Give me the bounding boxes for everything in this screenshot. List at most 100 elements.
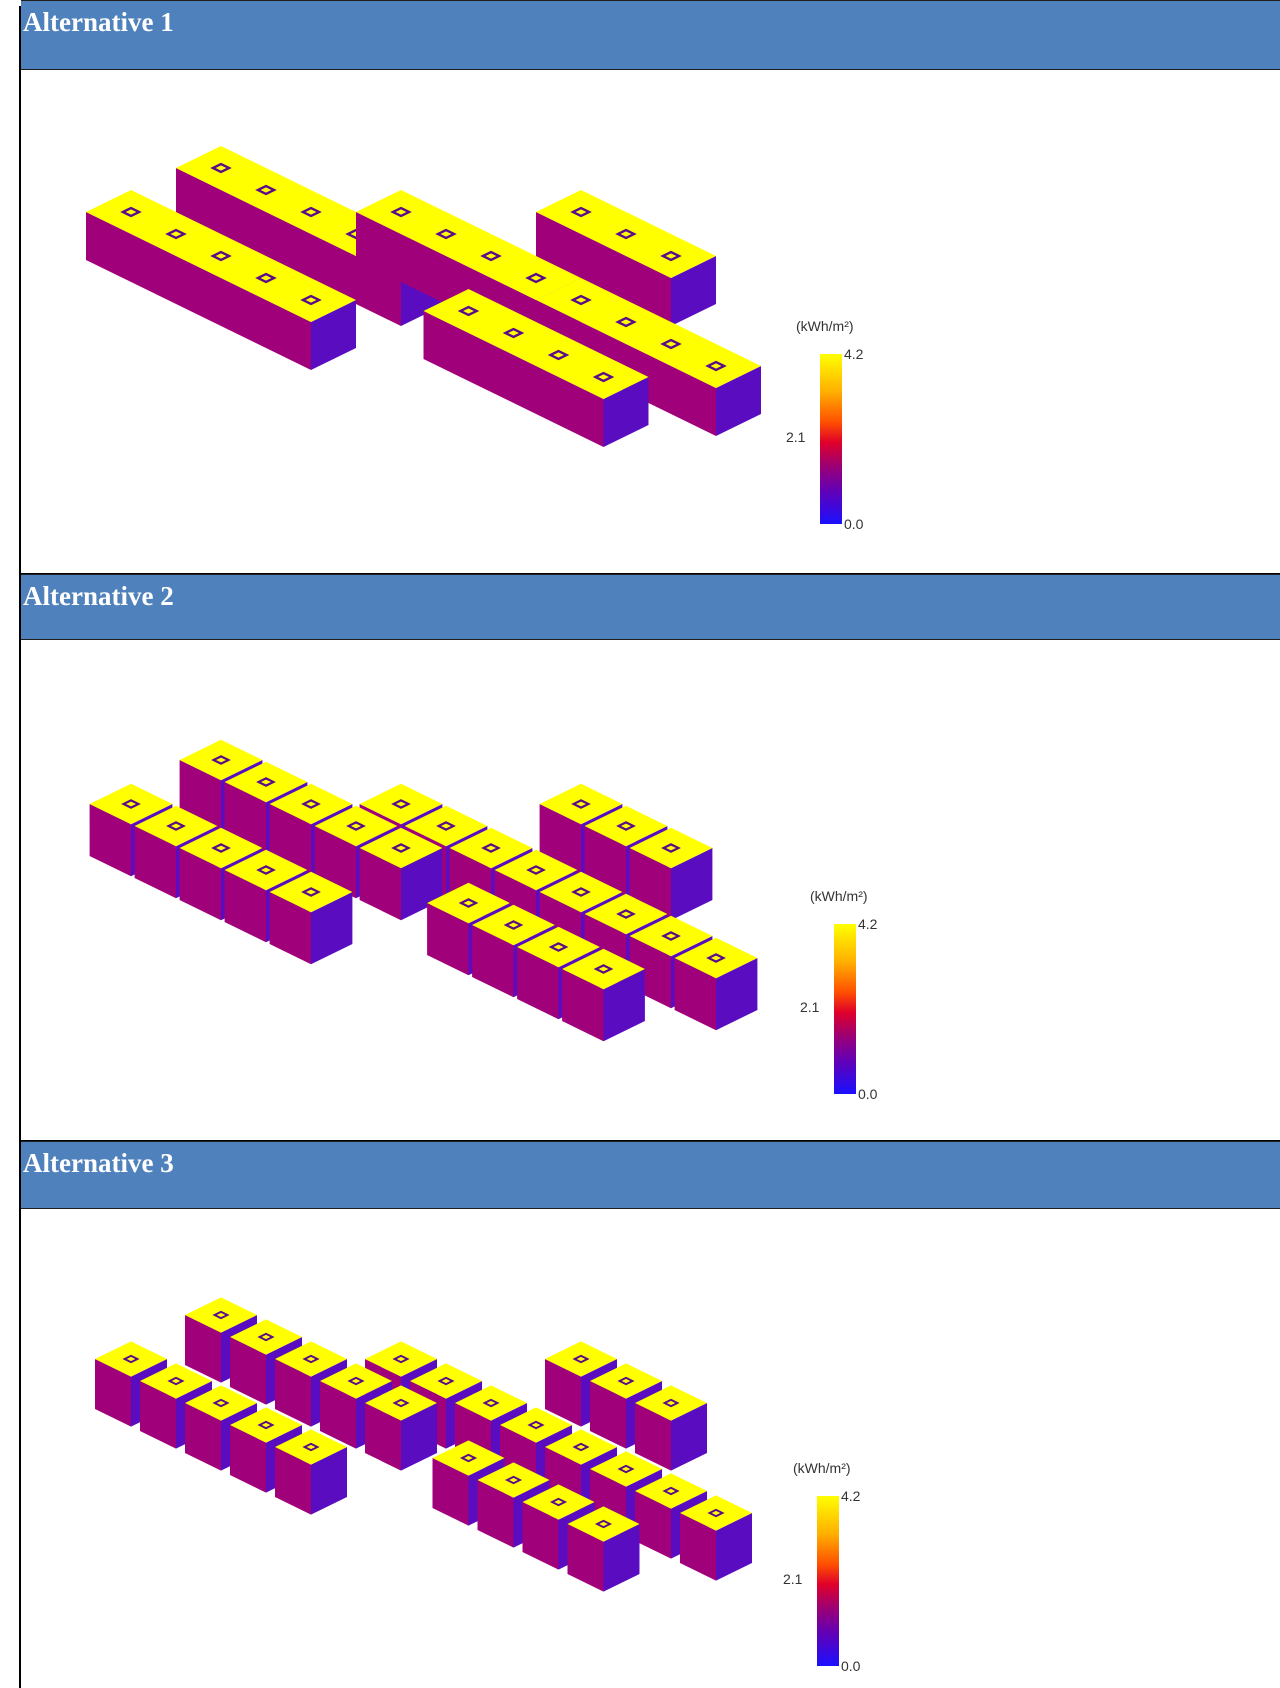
building-wall-right: [716, 366, 761, 436]
building-wall-right: [603, 377, 649, 447]
building-block: [567, 1506, 640, 1592]
courtyard-inner-roof: [621, 911, 631, 917]
building-wall-left: [432, 1458, 469, 1526]
building-wall-left: [590, 1381, 626, 1449]
courtyard-inner-roof: [553, 352, 564, 358]
courtyard-inner-roof: [575, 209, 587, 215]
color-legend-alternative-2: (kWh/m²) 4.2 2.1 0.0: [792, 888, 932, 1102]
building-wall-right: [311, 1447, 347, 1515]
table-frame: [19, 6, 1280, 1688]
courtyard-inner-roof: [126, 801, 136, 807]
courtyard-inner-roof: [576, 889, 586, 895]
courtyard-inner-roof: [666, 933, 676, 939]
courtyard-inner-roof: [710, 363, 722, 369]
building-block: [86, 190, 356, 370]
building-wall-left: [224, 870, 266, 943]
building-block: [275, 1429, 347, 1515]
courtyard-inner-roof: [621, 823, 631, 829]
courtyard-inner-roof: [125, 209, 137, 215]
courtyard-inner-roof: [463, 900, 474, 906]
courtyard-inner-roof: [598, 374, 609, 380]
building-block: [423, 289, 649, 447]
building-wall-right: [311, 300, 356, 370]
courtyard-inner-roof: [486, 845, 496, 851]
building-wall-left: [536, 212, 671, 326]
courtyard-inner-roof: [575, 297, 587, 303]
building-radiation-render-alternative-3: [95, 1297, 752, 1592]
building-radiation-render-alternative-1: [86, 146, 761, 447]
building-block: [562, 948, 645, 1042]
legend-unit: (kWh/m²): [810, 888, 868, 904]
building-wall-left: [275, 1359, 311, 1427]
building-block: [680, 1495, 752, 1581]
building-block: [674, 937, 758, 1031]
courtyard-inner-roof: [508, 330, 519, 336]
courtyard-inner-roof: [396, 801, 406, 807]
courtyard-inner-roof: [530, 275, 542, 281]
courtyard-inner-roof: [463, 308, 474, 314]
courtyard-inner-roof: [216, 845, 226, 851]
building-wall-right: [671, 848, 713, 921]
legend-mid-value: 2.1: [800, 999, 820, 1015]
building-wall-left: [517, 947, 559, 1020]
building-roof: [536, 278, 761, 388]
courtyard-inner-roof: [598, 966, 609, 972]
section-title: Alternative 2: [23, 581, 174, 611]
building-wall-left: [545, 1359, 581, 1427]
courtyard-inner-roof: [711, 955, 721, 961]
courtyard-inner-roof: [171, 823, 181, 829]
legend-unit: (kWh/m²): [796, 318, 854, 334]
courtyard-inner-roof: [305, 209, 317, 215]
courtyard-inner-roof: [260, 275, 272, 281]
building-wall-left: [179, 848, 221, 921]
courtyard-inner-roof: [508, 922, 519, 928]
legend-min-value: 0.0: [841, 1658, 861, 1674]
building-wall-left: [635, 1491, 671, 1559]
legend-color-bar: [817, 1496, 839, 1666]
courtyard-inner-roof: [665, 341, 677, 347]
building-block: [269, 871, 353, 965]
courtyard-inner-roof: [395, 209, 407, 215]
building-wall-left: [140, 1381, 176, 1449]
section-header-alternative-1: Alternative 1: [21, 0, 1280, 70]
building-wall-right: [671, 1403, 707, 1471]
courtyard-inner-roof: [306, 801, 316, 807]
building-radiation-render-alternative-2: [89, 739, 758, 1042]
legend-max-value: 4.2: [844, 346, 864, 362]
building-wall-right: [311, 892, 353, 965]
building-wall-left: [562, 969, 604, 1042]
courtyard-inner-roof: [620, 319, 632, 325]
color-legend-alternative-1: (kWh/m²) 4.2 2.1 0.0: [778, 318, 918, 532]
courtyard-inner-roof: [576, 801, 586, 807]
building-wall-left: [680, 1513, 716, 1581]
building-roof: [356, 190, 581, 300]
courtyard-inner-roof: [531, 867, 541, 873]
building-wall-left: [477, 1480, 514, 1548]
color-legend-alternative-3: (kWh/m²) 4.2 2.1 0.0: [775, 1460, 915, 1674]
building-wall-left: [134, 826, 176, 899]
building-wall-left: [365, 1403, 401, 1471]
courtyard-inner-roof: [261, 867, 271, 873]
courtyard-inner-roof: [396, 845, 406, 851]
courtyard-inner-roof: [215, 165, 227, 171]
building-wall-right: [603, 1524, 640, 1592]
legend-min-value: 0.0: [858, 1086, 878, 1102]
building-block: [635, 1385, 707, 1471]
building-wall-right: [716, 1513, 752, 1581]
building-wall-left: [567, 1524, 604, 1592]
courtyard-inner-roof: [351, 823, 361, 829]
building-wall-right: [716, 958, 758, 1031]
building-wall-left: [86, 212, 311, 370]
building-block: [536, 190, 716, 326]
courtyard-inner-roof: [170, 231, 182, 237]
courtyard-inner-roof: [440, 231, 452, 237]
section-header-alternative-2: Alternative 2: [21, 574, 1280, 640]
courtyard-inner-roof: [261, 779, 271, 785]
courtyard-inner-roof: [441, 823, 451, 829]
building-wall-right: [671, 256, 716, 326]
building-wall-left: [674, 958, 716, 1031]
building-wall-left: [230, 1425, 266, 1493]
building-wall-left: [176, 168, 401, 326]
building-wall-left: [275, 1447, 311, 1515]
courtyard-inner-roof: [620, 231, 632, 237]
